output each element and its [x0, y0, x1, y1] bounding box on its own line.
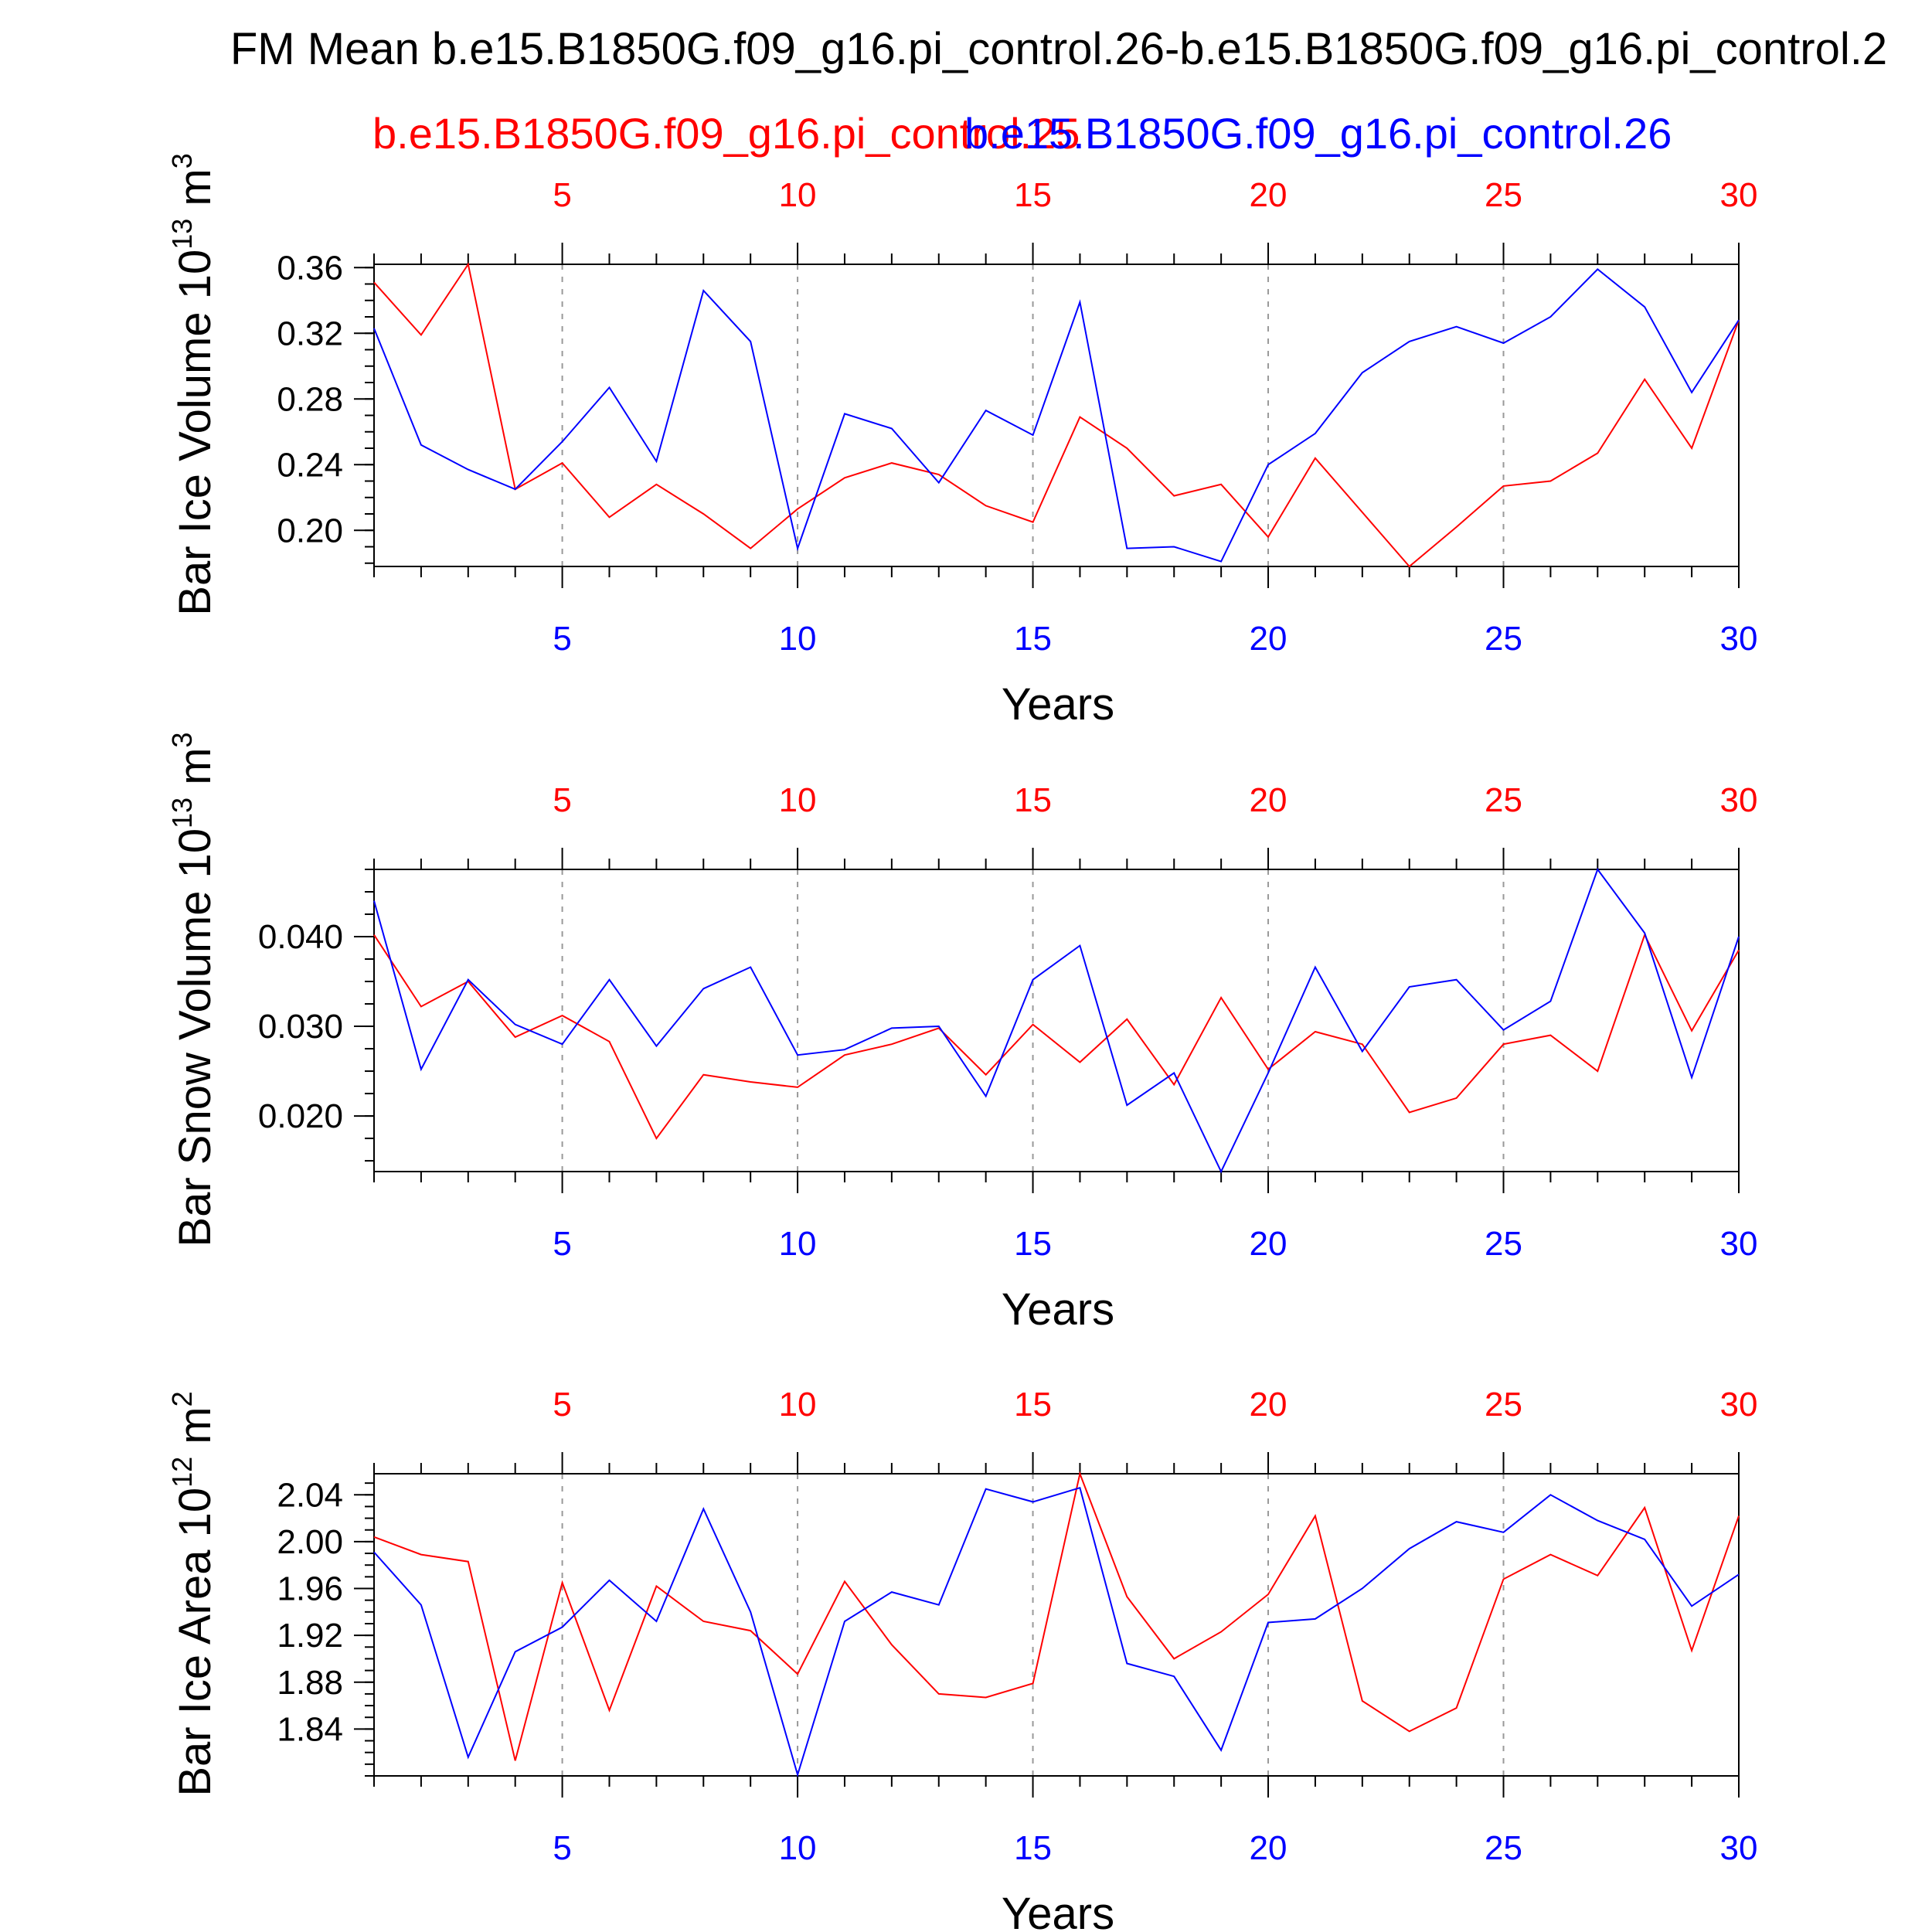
chart-2-bottom-tick-label: 10 — [779, 1225, 817, 1263]
legend-series-blue: b.e15.B1850G.f09_g16.pi_control.26 — [964, 109, 1672, 158]
chart-1-series-blue-line — [373, 268, 1740, 563]
chart-2-top-tick-label: 15 — [1014, 781, 1052, 819]
chart-2-top-tick-label: 5 — [553, 781, 571, 819]
chart-3-bottom-tick-label: 15 — [1014, 1829, 1052, 1867]
chart-1-bottom-tick-label: 20 — [1250, 620, 1287, 658]
chart-1-y-tick-label: 0.20 — [277, 512, 343, 549]
chart-3-top-tick-label: 20 — [1250, 1386, 1287, 1423]
chart-3-x-axis-label: Years — [1002, 1889, 1114, 1932]
chart-3-bottom-tick-label: 20 — [1250, 1829, 1287, 1867]
chart-2-y-tick-label: 0.030 — [258, 1008, 343, 1046]
chart-3-frame — [373, 1473, 1740, 1777]
chart-2-frame — [373, 869, 1740, 1172]
chart-2-top-tick-label: 25 — [1485, 781, 1522, 819]
chart-2-series-blue-line — [373, 867, 1740, 1174]
chart-3-top-tick-label: 25 — [1485, 1386, 1522, 1423]
chart-3-series-red-line — [373, 1471, 1740, 1761]
chart-3-y-tick-label: 1.88 — [277, 1664, 343, 1702]
chart-3-bottom-tick-label: 25 — [1485, 1829, 1522, 1867]
chart-1-top-tick-label: 5 — [553, 176, 571, 214]
chart-3-y-tick-label: 1.84 — [277, 1710, 343, 1748]
chart-1-top-tick-label: 10 — [779, 176, 817, 214]
chart-1-bottom-tick-label: 10 — [779, 620, 817, 658]
chart-1-y-tick-label: 0.32 — [277, 315, 343, 352]
chart-3-top-tick-label: 5 — [553, 1386, 571, 1423]
chart-2-bottom-tick-label: 5 — [553, 1225, 571, 1263]
chart-2-bottom-tick-label: 15 — [1014, 1225, 1052, 1263]
chart-1-y-tick-label: 0.36 — [277, 249, 343, 287]
chart-1-y-axis-label: Bar Ice Volume 1013 m3 — [166, 153, 220, 615]
chart-2-top-tick-label: 10 — [779, 781, 817, 819]
chart-1-top-tick-label: 30 — [1720, 176, 1758, 214]
chart-2-y-axis-label: Bar Snow Volume 1013 m3 — [166, 732, 220, 1247]
legend-series-red: b.e15.B1850G.f09_g16.pi_control.25 — [372, 109, 1080, 158]
chart-3: 5 5 10 10 15 15 20 20 25 25 30 30 1.84 1.88 1.92 1.96 2.… — [166, 1386, 1757, 1932]
chart-1-top-tick-label: 25 — [1485, 176, 1522, 214]
chart-2-bottom-tick-label: 20 — [1250, 1225, 1287, 1263]
chart-3-y-tick-label: 1.96 — [277, 1570, 343, 1608]
chart-3-top-tick-label: 30 — [1720, 1386, 1758, 1423]
page-title: FM Mean b.e15.B1850G.f09_g16.pi_control.… — [230, 24, 1888, 74]
chart-1: 5 5 10 10 15 15 20 20 25 25 30 30 0.20 0.24 0.28 0.32 0.… — [166, 153, 1757, 730]
chart-3-top-tick-label: 15 — [1014, 1386, 1052, 1423]
chart-2: 5 5 10 10 15 15 20 20 25 25 30 30 0.020 0.030 0.040 Bar… — [166, 732, 1757, 1335]
chart-1-bottom-tick-label: 15 — [1014, 620, 1052, 658]
chart-2-top-tick-label: 30 — [1720, 781, 1758, 819]
chart-2-y-tick-label: 0.020 — [258, 1097, 343, 1135]
chart-1-top-tick-label: 20 — [1250, 176, 1287, 214]
chart-1-x-axis-label: Years — [1002, 679, 1114, 730]
chart-1-series-red-line — [373, 262, 1740, 568]
chart-1-top-tick-label: 15 — [1014, 176, 1052, 214]
chart-1-bottom-tick-label: 25 — [1485, 620, 1522, 658]
chart-3-bottom-tick-label: 10 — [779, 1829, 817, 1867]
chart-3-y-tick-label: 2.00 — [277, 1523, 343, 1561]
chart-3-bottom-tick-label: 30 — [1720, 1829, 1758, 1867]
chart-1-y-tick-label: 0.24 — [277, 446, 343, 484]
chart-3-y-tick-label: 1.92 — [277, 1617, 343, 1655]
chart-3-y-tick-label: 2.04 — [277, 1476, 343, 1514]
chart-1-frame — [373, 264, 1740, 567]
chart-2-x-axis-label: Years — [1002, 1284, 1114, 1335]
chart-2-bottom-tick-label: 25 — [1485, 1225, 1522, 1263]
chart-3-bottom-tick-label: 5 — [553, 1829, 571, 1867]
chart-1-y-tick-label: 0.28 — [277, 380, 343, 418]
chart-2-y-tick-label: 0.040 — [258, 918, 343, 956]
chart-1-bottom-tick-label: 30 — [1720, 620, 1758, 658]
chart-3-series-blue-line — [373, 1486, 1740, 1778]
chart-3-top-tick-label: 10 — [779, 1386, 817, 1423]
chart-1-bottom-tick-label: 5 — [553, 620, 571, 658]
chart-2-bottom-tick-label: 30 — [1720, 1225, 1758, 1263]
chart-2-top-tick-label: 20 — [1250, 781, 1287, 819]
chart-3-y-axis-label: Bar Ice Area 1012 m2 — [166, 1391, 220, 1796]
chart-2-series-red-line — [373, 933, 1740, 1141]
